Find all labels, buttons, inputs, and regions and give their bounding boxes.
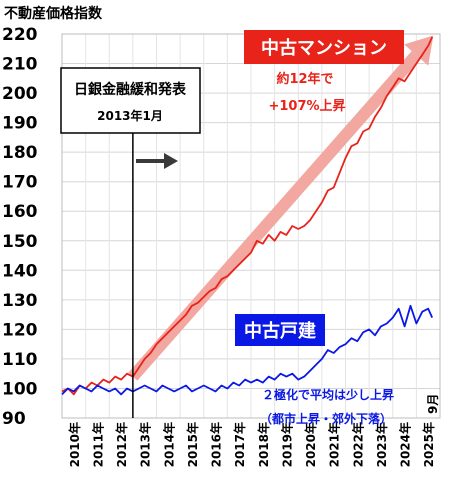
y-tick-label: 130 [2, 291, 38, 311]
y-tick-label: 160 [2, 202, 38, 222]
x-tick-label: 2020年 [303, 422, 318, 467]
x-tick-label: 2021年 [327, 422, 342, 467]
y-tick-label: 210 [2, 55, 38, 75]
y-tick-label: 150 [2, 232, 38, 252]
y-tick-label: 140 [2, 261, 38, 281]
x-tick-label: 2024年 [398, 422, 413, 467]
y-tick-label: 120 [2, 320, 38, 340]
boj-callout-box [60, 67, 201, 134]
x-tick-label: 2015年 [185, 422, 200, 467]
x-tick-label: 2013年 [138, 422, 153, 467]
y-tick-label: 110 [2, 350, 38, 370]
condo-label-box [244, 30, 404, 64]
x-tick-label: 2017年 [232, 422, 247, 467]
series-line-house [61, 304, 434, 396]
boj-callout-date: 2013年1月 [97, 108, 163, 123]
end-month-label: 9月 [426, 394, 440, 414]
y-tick-label: 190 [2, 114, 38, 134]
condo-callout: 中古マンション 約12年で +107%上昇 [244, 30, 404, 114]
x-tick-label: 2011年 [90, 422, 105, 467]
x-tick-label: 2022年 [350, 422, 365, 467]
series-line-condo [61, 36, 434, 396]
x-tick-label: 2012年 [114, 422, 129, 467]
condo-note-line1: 約12年で [276, 71, 333, 87]
trend-arrow-shaft [128, 51, 421, 381]
right-arrow-icon [136, 153, 178, 169]
house-note-line1: ２極化で平均は少し上昇 [262, 387, 394, 402]
x-axis-tick-labels: 2010年 2011年 2012年 2013年 2014年 2015年 2016年 2017年… [67, 422, 436, 467]
y-tick-label: 90 [2, 409, 26, 429]
boj-callout: 日銀金融緩和発表 2013年1月 [60, 67, 201, 134]
x-tick-label: 2016年 [209, 422, 224, 467]
series-lines [61, 36, 434, 396]
x-tick-label: 2023年 [374, 422, 389, 467]
boj-callout-title: 日銀金融緩和発表 [74, 81, 187, 98]
y-tick-label: 100 [2, 379, 38, 399]
x-tick-label: 2018年 [256, 422, 271, 467]
trend-arrow-head [404, 35, 434, 66]
condo-label: 中古マンション [261, 37, 387, 59]
x-tick-label: 2014年 [161, 422, 176, 467]
x-tick-label: 2025年 [421, 422, 436, 467]
chart-title: 不動産価格指数 [4, 5, 103, 22]
y-tick-label: 170 [2, 173, 38, 193]
y-tick-label: 220 [2, 25, 38, 45]
y-tick-label: 180 [2, 143, 38, 163]
y-tick-label: 200 [2, 84, 38, 104]
x-tick-label: 2019年 [279, 422, 294, 467]
condo-note-line2: +107%上昇 [268, 99, 345, 114]
house-label: 中古戸建 [244, 320, 316, 342]
y-axis-tick-labels: 90 100 110 120 130 140 150 160 170 180 190 200 210 22… [2, 25, 38, 429]
trend-arrow [128, 35, 434, 381]
house-note-line2: （都市上昇・郊外下落） [260, 411, 392, 426]
x-tick-label: 2010年 [67, 422, 82, 467]
house-label-box [235, 314, 325, 346]
house-callout: 中古戸建 ２極化で平均は少し上昇 （都市上昇・郊外下落） [235, 314, 394, 426]
